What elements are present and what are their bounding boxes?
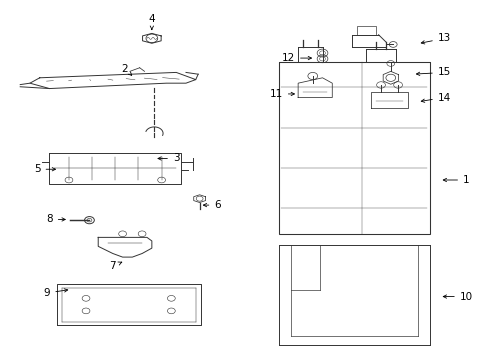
Text: 9: 9 bbox=[43, 288, 67, 298]
Bar bbox=[356, 26, 375, 35]
Text: 5: 5 bbox=[34, 164, 55, 174]
Text: 1: 1 bbox=[442, 175, 468, 185]
Bar bbox=[278, 62, 429, 234]
Text: 12: 12 bbox=[281, 53, 311, 63]
Text: 4: 4 bbox=[148, 14, 155, 30]
Text: 2: 2 bbox=[122, 64, 131, 75]
Text: 6: 6 bbox=[203, 200, 221, 210]
Text: 11: 11 bbox=[269, 89, 294, 99]
Text: 3: 3 bbox=[158, 153, 179, 163]
Text: 14: 14 bbox=[420, 93, 450, 103]
Text: 15: 15 bbox=[416, 67, 450, 77]
Text: 10: 10 bbox=[442, 292, 472, 302]
Text: 8: 8 bbox=[46, 215, 65, 224]
Text: 13: 13 bbox=[420, 33, 450, 44]
Text: 7: 7 bbox=[109, 261, 122, 271]
